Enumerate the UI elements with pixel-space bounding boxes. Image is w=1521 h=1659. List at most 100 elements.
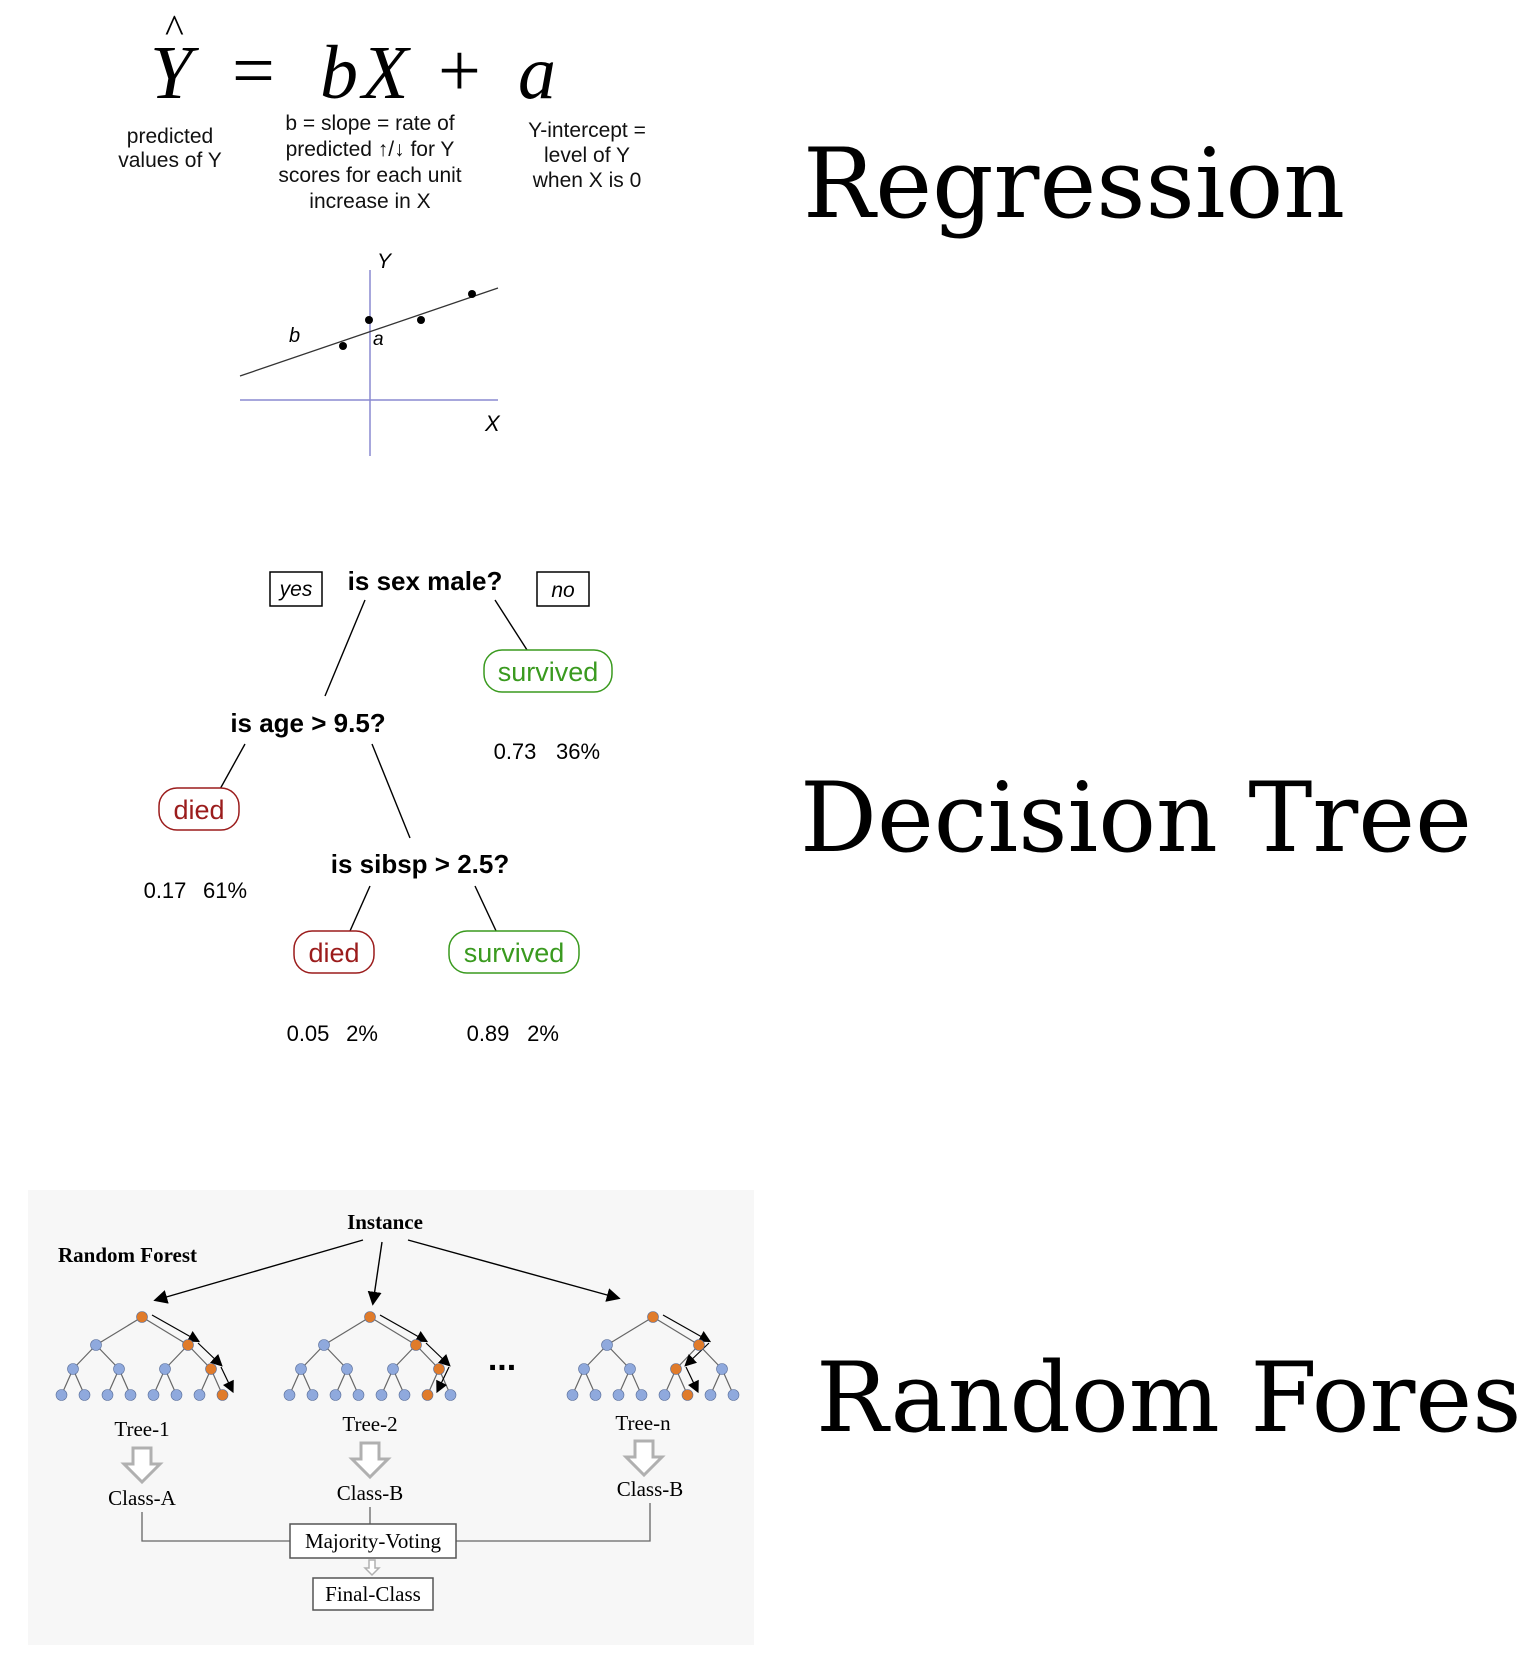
forest-tree-node xyxy=(624,1363,636,1375)
forest-trees xyxy=(55,1311,740,1401)
forest-path-arrow xyxy=(425,1342,451,1367)
class-label: Class-B xyxy=(337,1481,404,1505)
down-arrow-icon xyxy=(622,1439,666,1478)
final-class-box xyxy=(312,1577,434,1611)
leaf-prob: 0.73 xyxy=(494,739,537,764)
formula-equals: = xyxy=(232,29,275,113)
down-arrow-icon xyxy=(363,1559,381,1577)
forest-tree-node xyxy=(410,1339,422,1351)
forest-tree-node xyxy=(136,1311,148,1323)
forest-tree-edge xyxy=(606,1316,654,1346)
forest-tree-node xyxy=(589,1389,602,1401)
predicted-annotation: predicted values of Y xyxy=(118,125,222,172)
forest-tree-node xyxy=(670,1363,682,1375)
forest-tree-edge xyxy=(95,1316,143,1346)
forest-tree-node xyxy=(55,1389,68,1401)
forest-path-arrow xyxy=(684,1342,710,1367)
leaf-pct: 2% xyxy=(346,1021,378,1046)
forest-tree-node xyxy=(318,1339,330,1351)
majority-voting-box xyxy=(289,1523,457,1559)
forest-tree-node xyxy=(341,1363,353,1375)
random-forest-title: Random Forest xyxy=(816,1342,1521,1454)
forest-tree-node xyxy=(647,1311,659,1323)
annotation-line: level of Y xyxy=(544,144,630,167)
leaf-prob: 0.17 xyxy=(144,878,187,903)
forest-path-arrow xyxy=(662,1314,712,1343)
forest-tree-node xyxy=(205,1363,217,1375)
forest-tree-node xyxy=(658,1389,671,1401)
tree-label: Tree-1 xyxy=(114,1417,169,1441)
leaf-survived-bottom: survived 0.89 2% xyxy=(448,930,580,1046)
instance-arrow xyxy=(153,1239,364,1304)
leaf-label: survived xyxy=(464,938,565,968)
forest-tree-node xyxy=(283,1389,296,1401)
instance-arrow xyxy=(367,1241,383,1306)
forest-path-arrow xyxy=(436,1366,450,1394)
forest-path-arrow xyxy=(379,1314,429,1343)
data-point xyxy=(365,316,373,324)
leaf-survived-top: survived 0.73 36% xyxy=(483,649,613,764)
no-label: no xyxy=(551,579,575,602)
forest-tree-node xyxy=(681,1389,694,1401)
down-arrow-icon xyxy=(120,1446,164,1485)
forest-tree-node xyxy=(295,1363,307,1375)
forest-tree-node xyxy=(124,1389,137,1401)
forest-background xyxy=(28,1190,754,1645)
forest-tree-edge xyxy=(369,1316,417,1346)
forest-tree-node xyxy=(352,1389,365,1401)
annotation-line: increase in X xyxy=(309,190,430,213)
leaf-label: survived xyxy=(498,657,599,687)
leaf-label: died xyxy=(173,795,224,825)
forest-tree-node xyxy=(601,1339,613,1351)
yes-box xyxy=(269,571,323,607)
forest-tree-node xyxy=(612,1389,625,1401)
leaf-prob: 0.05 xyxy=(287,1021,330,1046)
yes-label: yes xyxy=(278,578,313,601)
plot-slope-label: b xyxy=(289,325,300,347)
forest-tree-node xyxy=(566,1389,579,1401)
annotation-line: predicted xyxy=(127,125,213,148)
age-question: is age > 9.5? xyxy=(230,708,385,738)
formula-x: X xyxy=(359,31,411,115)
regression-line xyxy=(239,287,499,377)
leaf-pct: 2% xyxy=(527,1021,559,1046)
forest-tree-node xyxy=(67,1363,79,1375)
instance-arrow xyxy=(407,1239,621,1302)
regression-plot: Y X b a xyxy=(239,250,501,456)
forest-tree-node xyxy=(444,1389,457,1401)
class-label: Class-A xyxy=(108,1486,177,1510)
forest-tree-node xyxy=(90,1339,102,1351)
leaf-label: died xyxy=(308,938,359,968)
leaf-box xyxy=(158,787,240,831)
annotation-line: predicted ↑/↓ for Y xyxy=(286,138,455,161)
forest-tree-node xyxy=(433,1363,445,1375)
leaf-died-bottom: died 0.05 2% xyxy=(287,930,378,1046)
forest-tree-node xyxy=(398,1389,411,1401)
forest-tree-node xyxy=(159,1363,171,1375)
majority-voting-label: Majority-Voting xyxy=(305,1529,442,1553)
forest-tree-edge xyxy=(652,1316,700,1346)
plot-x-label: X xyxy=(484,411,501,436)
forest-tree-node xyxy=(387,1363,399,1375)
regression-title: Regression xyxy=(803,128,1346,240)
leaf-died-left: died 0.17 61% xyxy=(144,787,247,903)
leaf-box xyxy=(293,930,375,974)
intercept-annotation: Y-intercept = level of Y when X is 0 xyxy=(528,119,646,192)
class-label: Class-B xyxy=(617,1477,684,1501)
forest-tree-node xyxy=(421,1389,434,1401)
data-point xyxy=(417,316,425,324)
sibsp-question: is sibsp > 2.5? xyxy=(331,849,509,879)
forest-tree-node xyxy=(306,1389,319,1401)
slope-annotation: b = slope = rate of predicted ↑/↓ for Y … xyxy=(278,112,461,213)
forest-ellipsis: ... xyxy=(488,1340,516,1378)
down-arrow-icon xyxy=(348,1441,392,1480)
forest-tree-node xyxy=(716,1363,728,1375)
annotation-line: Y-intercept = xyxy=(528,119,646,142)
leaf-box xyxy=(448,930,580,974)
decision-tree-title: Decision Tree xyxy=(800,762,1472,874)
forest-tree-node xyxy=(364,1311,376,1323)
forest-tree-node xyxy=(704,1389,717,1401)
formula-hat: ^ xyxy=(165,6,184,51)
final-class-label: Final-Class xyxy=(325,1582,421,1606)
regression-diagram: ^ Y = b X + a predicted values of Y b = … xyxy=(118,6,646,456)
